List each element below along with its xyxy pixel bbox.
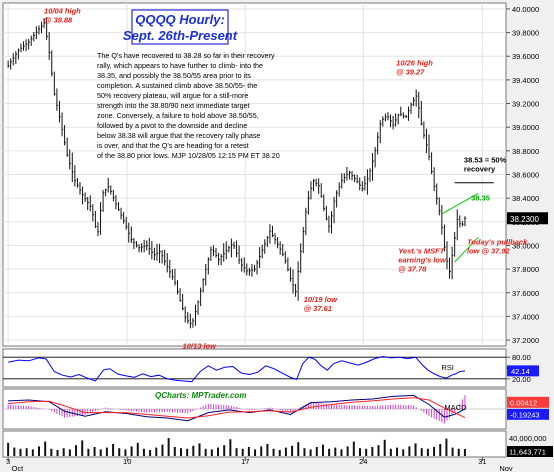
macd-value-box-1 <box>507 396 549 408</box>
annotation-label: 10/26 high @ 39.27 <box>396 59 433 77</box>
y-tick-label: 38.8000 <box>512 147 539 156</box>
annotation-line: recovery <box>464 165 496 174</box>
volume-group: 40,000,000 11,643,771 <box>7 434 553 457</box>
rsi-tick-label: 80.00 <box>512 353 531 362</box>
trend-line-channel-top <box>442 192 479 214</box>
macd-group: QCharts: MPTrader.com MACD 0.00412 -0.19243 <box>3 391 549 424</box>
x-tick-label: 31 <box>478 457 486 466</box>
commentary-line: rally, which appears to have further to … <box>97 61 263 70</box>
commentary-line: completion. A sustained climb above 38.5… <box>97 81 257 90</box>
commentary-line: followed by a pivot to the downside and … <box>97 121 247 130</box>
annotation-line: @ 37.78 <box>398 265 427 274</box>
chart-title-line1: QQQQ Hourly: <box>135 12 225 27</box>
y-tick-label: 37.8000 <box>512 265 539 274</box>
annotation-label: 38.35 <box>471 194 490 203</box>
price-grid <box>3 3 506 346</box>
rsi-value-box <box>507 365 539 377</box>
title-box <box>131 9 229 45</box>
rsi-value: 42.14 <box>511 367 530 376</box>
annotation-label: 10/19 low @ 37.61 <box>304 295 339 313</box>
y-tick-label: 37.4000 <box>512 312 539 321</box>
macd-value-1: 0.00412 <box>510 398 537 407</box>
x-tick-label: 10 <box>123 457 131 466</box>
commentary-line: below 38.38 will argue that the recovery… <box>97 131 260 140</box>
rsi-line <box>8 355 466 383</box>
y-tick-label: 40.0000 <box>512 5 539 14</box>
x-axis: 3 10 17 24 31 Oct Nov <box>6 457 513 472</box>
annotation-line: 10/19 low <box>304 295 339 304</box>
commentary-line: The Q's have recovered to 38.28 so far i… <box>97 51 275 60</box>
commentary-line: zone. Conversely, a failure to hold abov… <box>97 111 259 120</box>
macd-line <box>8 394 466 422</box>
y-tick-label: 38.6000 <box>512 171 539 180</box>
trend-line-channel-bottom <box>454 236 479 263</box>
commentary-line: of the 38.80 prior lows. MJP 10/28/05 12… <box>97 151 280 160</box>
macd-value-box-2 <box>507 408 549 420</box>
annotation-line: Yest.'s MSFT <box>398 247 446 256</box>
annotation-line: 38.35 <box>471 194 490 203</box>
annotation-line: @ 39.88 <box>44 16 73 25</box>
rsi-panel <box>2 348 507 388</box>
annotation-line: 10/04 high <box>44 7 81 16</box>
volume-value: 11,643,771 <box>509 448 546 457</box>
annotation-line: low @ 37.92 <box>467 246 511 255</box>
volume-value-box <box>507 446 553 457</box>
rsi-tick-label: 20.00 <box>512 375 531 384</box>
annotation-label: Yest.'s MSFT earning's low @ 37.78 <box>398 247 447 274</box>
commentary: The Q's have recovered to 38.28 so far i… <box>97 51 280 160</box>
last-price-label: 38.2300 <box>510 215 539 224</box>
x-tick-label: 3 <box>6 457 10 466</box>
annotation-line: Today's pullback <box>467 237 528 246</box>
annotation-line: 10/13 low <box>183 341 218 350</box>
annotation-line: @ 37.61 <box>304 304 332 313</box>
y-tick-label: 39.6000 <box>512 52 539 61</box>
macd-label: MACD <box>444 403 467 412</box>
macd-line <box>8 397 466 419</box>
y-tick-label: 39.0000 <box>512 123 539 132</box>
price-bars <box>7 17 467 329</box>
y-tick-label: 39.8000 <box>512 29 539 38</box>
annotation-line: 10/26 high <box>396 59 433 68</box>
commentary-line: is over, and that the Q's are heading fo… <box>97 141 249 150</box>
price-axis: 40.0000 39.8000 39.6000 39.4000 39.2000 39.00… <box>506 5 548 345</box>
rsi-label: RSI <box>441 363 454 372</box>
trend-lines <box>442 182 494 263</box>
annotation-label: Today's pullback low @ 37.92 <box>467 237 528 255</box>
last-price-box <box>507 212 548 225</box>
chart-title-line2: Sept. 26th-Present <box>123 28 238 43</box>
x-month-label: Oct <box>12 464 25 472</box>
x-tick-label: 17 <box>241 457 249 466</box>
annotation-line: 38.53 = 50% <box>464 156 507 165</box>
macd-value-2: -0.19243 <box>510 410 540 419</box>
x-month-label: Nov <box>499 464 513 472</box>
y-tick-label: 37.2000 <box>512 336 539 345</box>
annotation-line: @ 39.27 <box>396 68 425 77</box>
commentary-line: 50% recovery plateau, will argue for a s… <box>97 91 248 100</box>
commentary-line: 38.35, and possibly the 38.50/55 area pr… <box>97 71 251 80</box>
annotation-label: 38.53 = 50% recovery <box>464 156 507 174</box>
y-tick-label: 37.6000 <box>512 289 539 298</box>
watermark: QCharts: MPTrader.com <box>155 391 246 400</box>
annotation-line: earning's low <box>398 256 447 265</box>
y-tick-label: 39.2000 <box>512 100 539 109</box>
y-tick-label: 39.4000 <box>512 76 539 85</box>
y-tick-label: 38.4000 <box>512 194 539 203</box>
x-tick-label: 24 <box>359 457 367 466</box>
y-tick-label: 38.0000 <box>512 241 539 250</box>
commentary-line: strength into the 38.80/90 next immediat… <box>97 101 250 110</box>
volume-tick-label: 40,000,000 <box>509 434 547 443</box>
annotation-label: 10/04 high @ 39.88 <box>44 7 81 25</box>
